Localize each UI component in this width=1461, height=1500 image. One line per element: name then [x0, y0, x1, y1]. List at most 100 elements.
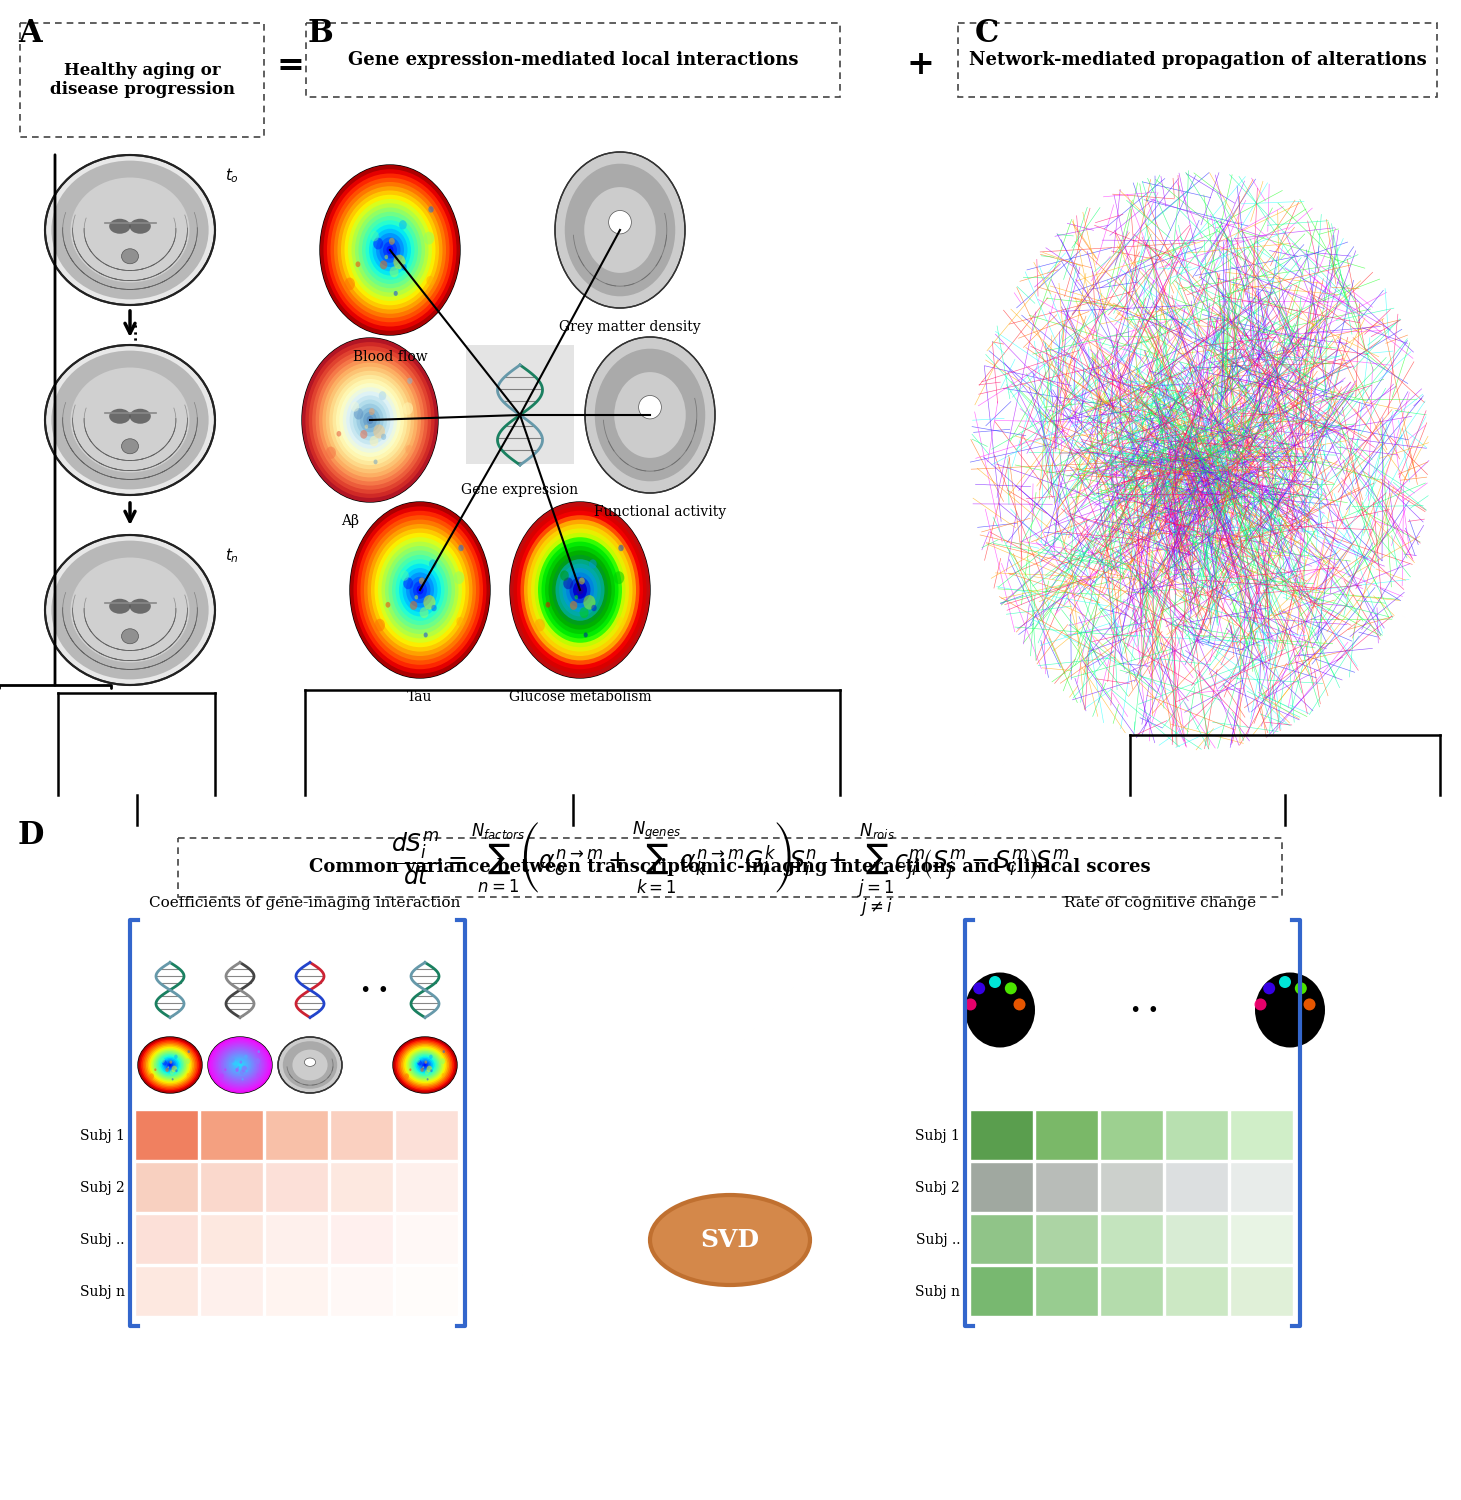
Ellipse shape [409, 1052, 441, 1078]
Text: Aβ: Aβ [340, 514, 359, 528]
FancyBboxPatch shape [20, 22, 264, 136]
Ellipse shape [335, 182, 446, 318]
Ellipse shape [966, 972, 1034, 1047]
Ellipse shape [520, 514, 640, 664]
Ellipse shape [577, 585, 583, 594]
Ellipse shape [400, 570, 409, 580]
Ellipse shape [1255, 972, 1325, 1047]
Ellipse shape [416, 1058, 432, 1072]
Ellipse shape [257, 1072, 260, 1077]
Ellipse shape [224, 1068, 226, 1071]
Ellipse shape [207, 1036, 272, 1094]
Ellipse shape [354, 507, 487, 674]
Ellipse shape [316, 354, 424, 486]
Ellipse shape [362, 216, 418, 284]
Ellipse shape [169, 1060, 172, 1064]
Ellipse shape [121, 249, 139, 264]
Ellipse shape [355, 261, 361, 267]
Text: Subj 2: Subj 2 [80, 1180, 126, 1196]
Text: Subj 1: Subj 1 [80, 1130, 126, 1143]
Ellipse shape [424, 231, 434, 244]
Ellipse shape [221, 1048, 259, 1082]
Ellipse shape [371, 528, 469, 651]
Ellipse shape [365, 220, 415, 279]
Bar [394, 1214, 457, 1264]
Ellipse shape [560, 564, 600, 616]
Ellipse shape [614, 572, 624, 584]
Ellipse shape [583, 633, 587, 638]
Ellipse shape [378, 537, 462, 644]
Ellipse shape [412, 1054, 438, 1076]
Ellipse shape [374, 620, 386, 632]
Ellipse shape [158, 1054, 183, 1076]
Ellipse shape [238, 1066, 240, 1068]
Ellipse shape [424, 1064, 427, 1066]
Ellipse shape [402, 264, 406, 270]
Ellipse shape [148, 1046, 193, 1084]
Text: C: C [974, 18, 999, 50]
Ellipse shape [535, 532, 625, 646]
Bar [330, 1110, 393, 1160]
Bar [394, 1162, 457, 1212]
Ellipse shape [397, 1041, 453, 1089]
FancyBboxPatch shape [178, 839, 1281, 897]
Ellipse shape [989, 976, 1001, 988]
Ellipse shape [231, 1056, 250, 1074]
Ellipse shape [545, 546, 615, 634]
Ellipse shape [121, 628, 139, 644]
Ellipse shape [381, 433, 386, 439]
Ellipse shape [430, 1054, 432, 1059]
Bar [970, 1266, 1033, 1316]
Ellipse shape [308, 346, 431, 494]
Ellipse shape [161, 1058, 165, 1064]
Ellipse shape [302, 338, 438, 502]
Ellipse shape [393, 255, 406, 268]
Bar [330, 1214, 393, 1264]
Ellipse shape [574, 596, 579, 600]
Ellipse shape [348, 200, 432, 302]
Ellipse shape [427, 1065, 432, 1072]
Ellipse shape [579, 578, 584, 585]
Ellipse shape [349, 396, 390, 444]
Text: =: = [276, 48, 304, 81]
Ellipse shape [542, 542, 618, 639]
Ellipse shape [510, 503, 650, 678]
Bar [1164, 1266, 1229, 1316]
Ellipse shape [527, 524, 633, 656]
Ellipse shape [970, 170, 1430, 750]
Text: Common variance between transcriptomic-imaging interactions and clinical scores: Common variance between transcriptomic-i… [310, 858, 1151, 876]
Ellipse shape [380, 261, 387, 270]
Ellipse shape [513, 507, 647, 674]
Bar [1034, 1162, 1099, 1212]
Ellipse shape [411, 602, 418, 610]
Ellipse shape [219, 1074, 224, 1078]
Ellipse shape [416, 1058, 419, 1064]
Text: $t_o$: $t_o$ [225, 166, 240, 184]
Bar [264, 1162, 329, 1212]
Ellipse shape [374, 532, 466, 646]
Ellipse shape [225, 1053, 254, 1077]
Text: D: D [18, 821, 44, 850]
Ellipse shape [396, 560, 444, 621]
Text: • •: • • [361, 981, 390, 999]
Ellipse shape [235, 1068, 238, 1072]
Text: Subj ..: Subj .. [80, 1233, 126, 1246]
Bar [1100, 1266, 1163, 1316]
Ellipse shape [517, 512, 643, 669]
Ellipse shape [403, 578, 413, 590]
Ellipse shape [638, 396, 662, 418]
Bar [1034, 1266, 1099, 1316]
Ellipse shape [409, 1068, 412, 1071]
Ellipse shape [399, 220, 406, 230]
Ellipse shape [165, 1060, 175, 1070]
Ellipse shape [130, 410, 150, 423]
Ellipse shape [356, 404, 384, 436]
Ellipse shape [565, 164, 675, 297]
Ellipse shape [555, 152, 685, 308]
Ellipse shape [326, 366, 415, 474]
Ellipse shape [409, 578, 431, 603]
Ellipse shape [405, 1047, 446, 1083]
Ellipse shape [441, 1072, 446, 1077]
Ellipse shape [430, 1070, 432, 1072]
Ellipse shape [149, 1047, 191, 1083]
